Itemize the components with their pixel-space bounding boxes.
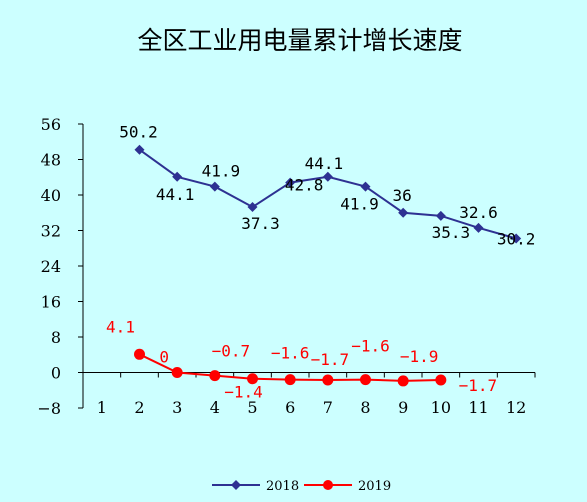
data-label-2018: 44.1 [305, 154, 344, 173]
data-label-2019: −1.7 [311, 350, 350, 369]
legend-label-2019: 2019 [358, 479, 391, 494]
y-tick-label: 8 [51, 328, 61, 347]
data-point-2018 [134, 144, 145, 155]
x-tick-label: 1 [97, 398, 107, 417]
legend-label-2018: 2018 [266, 479, 299, 494]
x-tick-label: 5 [247, 398, 257, 417]
data-point-2018 [172, 171, 183, 182]
data-point-2018 [435, 210, 446, 221]
y-tick-label: −8 [37, 399, 61, 418]
data-labels: 50.2 44.1 41.9 37.3 42.8 44.1 41.9 36 35.332.6 30… [106, 123, 535, 402]
chart-title: 全区工业用电量累计增长速度 [137, 26, 462, 55]
data-point-2019 [171, 367, 183, 378]
data-point-2019 [247, 373, 258, 385]
x-tick-label: 2 [134, 398, 144, 417]
legend: 2018 2019 [212, 479, 391, 494]
y-tick-label: 48 [41, 151, 61, 170]
legend-marker-2019 [323, 480, 333, 490]
data-label-2018: 42.8 [285, 176, 324, 195]
y-tick-label: 56 [41, 115, 61, 134]
data-label-2018: 37.3 [241, 214, 280, 233]
x-tick-label: 8 [360, 398, 370, 417]
y-tick-label: 40 [41, 186, 61, 205]
data-label-2019: −1.6 [351, 337, 390, 356]
data-point-2019 [397, 375, 409, 387]
data-point-2018 [322, 171, 333, 182]
data-point-2019 [360, 374, 371, 386]
data-point-2019 [134, 348, 145, 360]
x-tick-label: 7 [323, 398, 333, 417]
x-tick-label: 6 [285, 398, 295, 417]
series-lines [138, 148, 517, 382]
y-tick-label: 16 [41, 293, 61, 312]
legend-marker-2018 [231, 480, 241, 490]
x-tick-label: 9 [398, 398, 408, 417]
data-label-2018: 41.9 [340, 195, 379, 214]
data-point-2018 [247, 201, 258, 212]
x-tick-label: 3 [172, 398, 182, 417]
data-point-2019 [322, 374, 334, 386]
data-point-2019 [209, 370, 221, 382]
data-point-2019 [284, 374, 296, 386]
data-label-2019: −1.4 [224, 383, 263, 402]
x-tick-label: 11 [468, 398, 488, 417]
data-point-2018 [209, 181, 220, 192]
y-tick-label: 0 [51, 364, 61, 383]
data-label-2019: 4.1 [106, 317, 135, 336]
data-label-2018: 30.2 [497, 229, 536, 248]
x-tick-label: 12 [506, 398, 526, 417]
y-tick-label: 24 [41, 257, 61, 276]
series-markers [134, 144, 522, 387]
data-label-2018: 50.2 [119, 123, 158, 142]
data-label-2019: −0.7 [212, 342, 251, 361]
x-tick-label: 10 [431, 398, 451, 417]
data-label-2019: 0 [159, 348, 169, 367]
data-label-2018: 35.3 [432, 223, 471, 242]
y-tick-label: 32 [41, 222, 61, 241]
data-label-2018: 36 [393, 186, 412, 205]
data-label-2018: 44.1 [156, 185, 195, 204]
data-label-2018: 32.6 [459, 203, 498, 222]
x-tick-label: 4 [210, 398, 220, 417]
data-label-2019: −1.7 [459, 376, 498, 395]
data-point-2019 [435, 374, 447, 386]
data-label-2019: −1.9 [400, 347, 439, 366]
data-point-2018 [473, 222, 484, 233]
data-point-2018 [285, 177, 296, 188]
data-point-2018 [511, 233, 522, 244]
data-point-2018 [360, 181, 371, 192]
data-label-2019: −1.6 [271, 344, 310, 363]
data-label-2018: 41.9 [202, 162, 241, 181]
data-point-2018 [398, 207, 409, 218]
